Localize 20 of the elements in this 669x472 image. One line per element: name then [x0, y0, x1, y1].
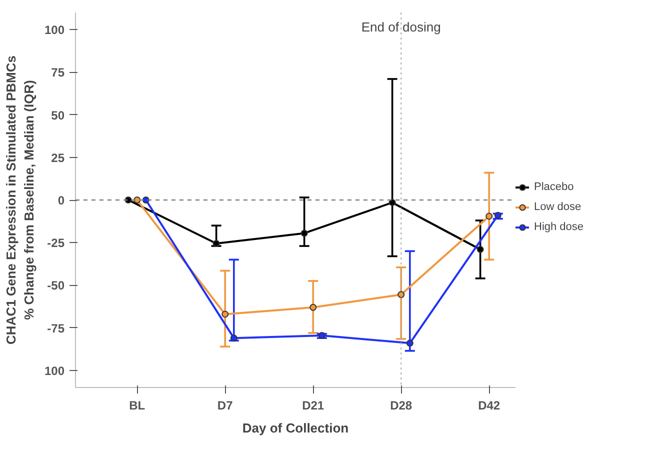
x-tick-label: D42 [478, 398, 500, 412]
x-tick-label: D21 [302, 398, 324, 412]
y-tick-label: 0 [58, 194, 65, 208]
ref-line-label: End of dosing [361, 20, 441, 34]
y-tick-label: 50 [51, 108, 65, 122]
legend-label: Placebo [534, 181, 574, 193]
legend-label: High dose [534, 221, 584, 233]
y-tick-label: -75 [47, 321, 65, 336]
y-tick-label: 75 [51, 66, 65, 80]
y-tick-label: -50 [47, 278, 65, 293]
y-tick-label: 100 [44, 23, 65, 38]
y-axis-title: CHAC1 Gene Expression in Stimulated PBMCs % Change from Baseline, Median (IQR) [3, 56, 36, 344]
x-axis-title: Day of Collection [242, 420, 349, 436]
legend-label: Low dose [534, 201, 582, 213]
y-tick-label: 25 [51, 150, 65, 165]
x-tick-label: D28 [390, 398, 412, 412]
x-tick-label: D7 [217, 398, 234, 412]
y-tick-label: 100 [44, 364, 65, 378]
y-tick-label: -25 [47, 236, 65, 250]
x-tick-label: BL [129, 398, 146, 412]
